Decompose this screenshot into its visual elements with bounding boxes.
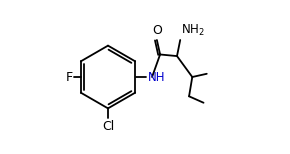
Text: O: O — [152, 24, 162, 37]
Text: F: F — [66, 71, 73, 83]
Text: NH: NH — [148, 71, 166, 83]
Text: NH$_2$: NH$_2$ — [181, 22, 204, 38]
Text: Cl: Cl — [102, 120, 114, 133]
